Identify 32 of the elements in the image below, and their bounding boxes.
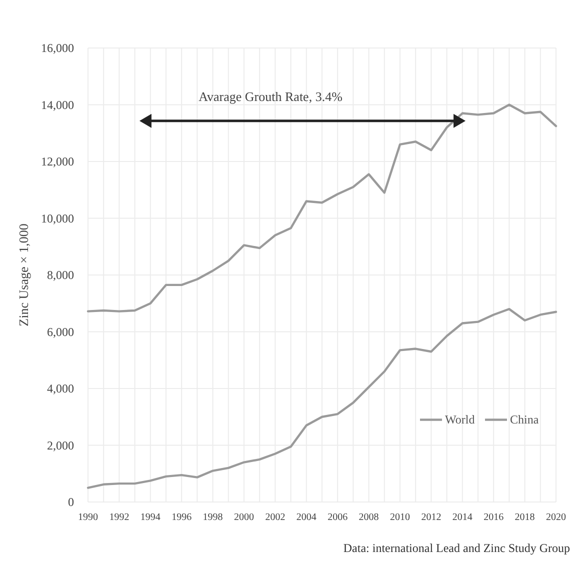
x-tick-label: 2008	[358, 512, 379, 523]
y-tick-label: 12,000	[41, 154, 74, 169]
x-tick-label: 2016	[484, 512, 504, 523]
x-tick-label: 2002	[265, 512, 286, 523]
legend-label: China	[510, 412, 540, 427]
x-tick-label: 1998	[202, 512, 223, 523]
x-tick-label: 1994	[140, 512, 160, 523]
y-tick-label: 2,000	[47, 438, 74, 452]
line-series	[86, 308, 558, 489]
x-tick-label: 2012	[421, 512, 442, 523]
x-tick-label: 2006	[328, 512, 348, 523]
legend-label: World	[445, 412, 475, 427]
x-tick-label: 2004	[296, 512, 316, 523]
y-tick-label: 6,000	[47, 324, 74, 339]
y-tick-label: 16,000	[41, 41, 74, 56]
y-tick-label: 0	[68, 495, 74, 510]
annotation: Avarage Grouth Rate, 3.4%	[198, 88, 343, 104]
x-tick-label: 1992	[109, 512, 130, 523]
x-tick-label: 2010	[390, 512, 410, 523]
y-axis-title: Zinc Usage × 1,000	[16, 224, 31, 326]
line-series	[86, 104, 558, 312]
y-tick-label: 14,000	[41, 98, 74, 112]
x-tick-label: 2018	[514, 512, 535, 523]
text: Data: international Lead and Zinc Study Group	[343, 541, 570, 555]
y-tick-label: 8,000	[47, 268, 74, 282]
y-tick-label: 4,000	[47, 382, 74, 396]
x-tick-label: 2014	[452, 512, 472, 523]
x-tick-label: 2000	[234, 512, 254, 523]
y-tick-label: 10,000	[41, 211, 74, 226]
x-tick-label: 1996	[172, 512, 192, 523]
x-tick-label: 2020	[546, 512, 566, 523]
x-tick-label: 1990	[78, 512, 98, 523]
